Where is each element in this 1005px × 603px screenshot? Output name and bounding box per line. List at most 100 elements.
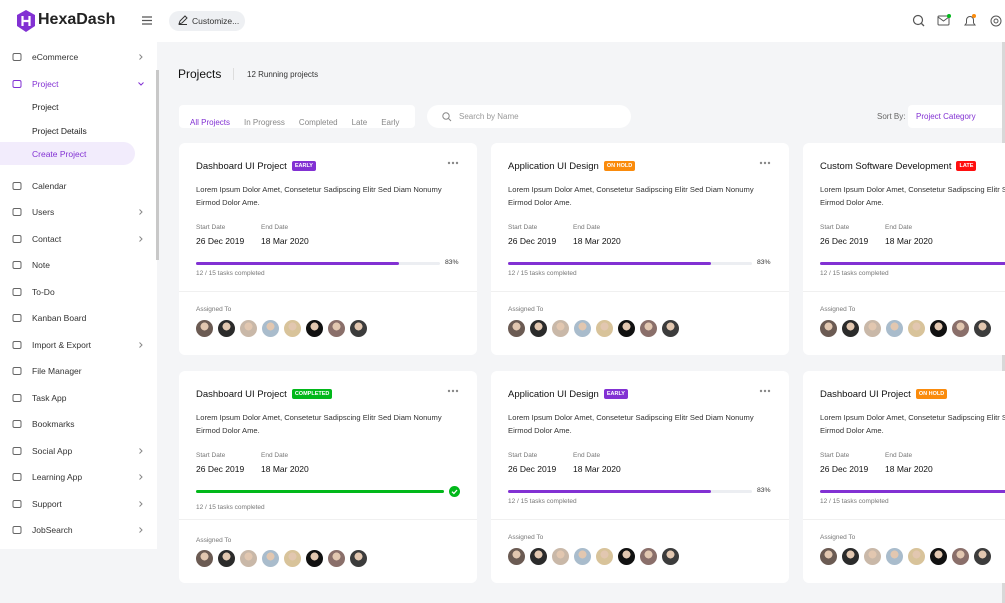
avatar[interactable]: [907, 319, 926, 338]
menu-item[interactable]: Project: [32, 78, 59, 89]
avatar[interactable]: [929, 319, 948, 338]
menu-item[interactable]: Learning App: [32, 472, 83, 482]
complete-check: [449, 486, 460, 497]
menu-item[interactable]: JobSearch: [32, 525, 73, 535]
search-icon: [442, 112, 452, 122]
avatar[interactable]: [195, 549, 214, 568]
filter-tab[interactable]: In Progress: [244, 118, 285, 127]
submenu-item[interactable]: Create Project: [32, 149, 87, 159]
progress-fill: [508, 490, 711, 493]
avatar[interactable]: [841, 547, 860, 566]
menu-item[interactable]: Kanban Board: [32, 313, 87, 323]
more-menu[interactable]: [759, 161, 771, 165]
customize-button[interactable]: Customize...: [169, 11, 245, 31]
avatar[interactable]: [595, 547, 614, 566]
menu-toggle[interactable]: [142, 16, 152, 25]
avatar[interactable]: [327, 319, 346, 338]
start-label: Start Date: [196, 224, 226, 231]
header-icons[interactable]: [911, 13, 1003, 29]
avatar[interactable]: [617, 547, 636, 566]
avatar[interactable]: [239, 549, 258, 568]
avatar[interactable]: [261, 319, 280, 338]
avatar[interactable]: [573, 547, 592, 566]
filter-tab[interactable]: Late: [351, 118, 368, 127]
menu-item[interactable]: Bookmarks: [32, 419, 75, 429]
menu-item[interactable]: File Manager: [32, 366, 82, 376]
avatar[interactable]: [951, 319, 970, 338]
menu-icon: [12, 473, 22, 481]
avatar[interactable]: [841, 319, 860, 338]
end-label: End Date: [261, 224, 289, 231]
project-card: Application UI Design ON HOLD Lorem Ipsum …: [491, 143, 789, 355]
avatar[interactable]: [639, 319, 658, 338]
avatar[interactable]: [551, 319, 570, 338]
avatar[interactable]: [885, 547, 904, 566]
tasks-count: 12 / 15 tasks completed: [196, 270, 265, 277]
avatar[interactable]: [327, 549, 346, 568]
avatar[interactable]: [863, 547, 882, 566]
avatar[interactable]: [507, 319, 526, 338]
start-label: Start Date: [508, 224, 538, 231]
sort-select[interactable]: Project Category: [908, 105, 1005, 128]
filter-tab[interactable]: All Projects: [190, 118, 231, 127]
avatar[interactable]: [217, 319, 236, 338]
avatar[interactable]: [283, 319, 302, 338]
start-date: 26 Dec 2019: [196, 236, 245, 246]
avatar[interactable]: [529, 547, 548, 566]
avatar[interactable]: [929, 547, 948, 566]
menu-icon: [12, 314, 22, 322]
avatar[interactable]: [349, 319, 368, 338]
more-menu[interactable]: [759, 389, 771, 393]
menu-item[interactable]: Contact: [32, 233, 62, 244]
avatar[interactable]: [239, 319, 258, 338]
assigned-label: Assigned To: [508, 306, 544, 313]
avatar[interactable]: [349, 549, 368, 568]
avatar[interactable]: [507, 547, 526, 566]
avatar[interactable]: [529, 319, 548, 338]
menu-item[interactable]: eCommerce: [32, 52, 79, 62]
avatar[interactable]: [195, 319, 214, 338]
menu-item[interactable]: Note: [32, 260, 50, 270]
more-menu[interactable]: [447, 161, 459, 165]
avatar[interactable]: [661, 319, 680, 338]
filter-tab[interactable]: Early: [381, 118, 400, 127]
avatar[interactable]: [819, 547, 838, 566]
menu-icon: [12, 261, 22, 269]
submenu-item[interactable]: Project Details: [32, 125, 87, 136]
menu-item[interactable]: Import & Export: [32, 339, 92, 350]
progress-track: [508, 262, 752, 265]
card-title: Application UI Design EARLY: [508, 389, 628, 400]
avatar[interactable]: [551, 547, 570, 566]
avatar[interactable]: [973, 319, 992, 338]
menu-item[interactable]: Users: [32, 207, 55, 217]
avatar[interactable]: [973, 547, 992, 566]
menu-item[interactable]: Task App: [32, 392, 67, 403]
avatar[interactable]: [217, 549, 236, 568]
avatar[interactable]: [885, 319, 904, 338]
submenu-item[interactable]: Project: [32, 102, 59, 112]
avatar[interactable]: [951, 547, 970, 566]
filter-tab[interactable]: Completed: [298, 118, 338, 127]
avatar[interactable]: [819, 319, 838, 338]
menu-item[interactable]: Calendar: [32, 180, 67, 191]
avatar[interactable]: [305, 549, 324, 568]
card-title: Dashboard UI Project ON HOLD: [820, 389, 948, 400]
avatar[interactable]: [595, 319, 614, 338]
avatar[interactable]: [863, 319, 882, 338]
avatar[interactable]: [573, 319, 592, 338]
avatar[interactable]: [617, 319, 636, 338]
progress-fill: [508, 262, 711, 265]
menu-item[interactable]: Social App: [32, 445, 73, 456]
more-menu[interactable]: [447, 389, 459, 393]
menu-item[interactable]: Support: [32, 498, 62, 509]
card-title: Custom Software Development LATE: [820, 161, 977, 172]
menu-item[interactable]: To-Do: [32, 286, 55, 297]
avatar[interactable]: [283, 549, 302, 568]
tabs: All Projects In Progress Completed Late Earl…: [179, 105, 415, 128]
avatar[interactable]: [661, 547, 680, 566]
search-box[interactable]: Search by Name: [427, 105, 631, 128]
avatar[interactable]: [261, 549, 280, 568]
avatar[interactable]: [907, 547, 926, 566]
avatar[interactable]: [305, 319, 324, 338]
avatar[interactable]: [639, 547, 658, 566]
